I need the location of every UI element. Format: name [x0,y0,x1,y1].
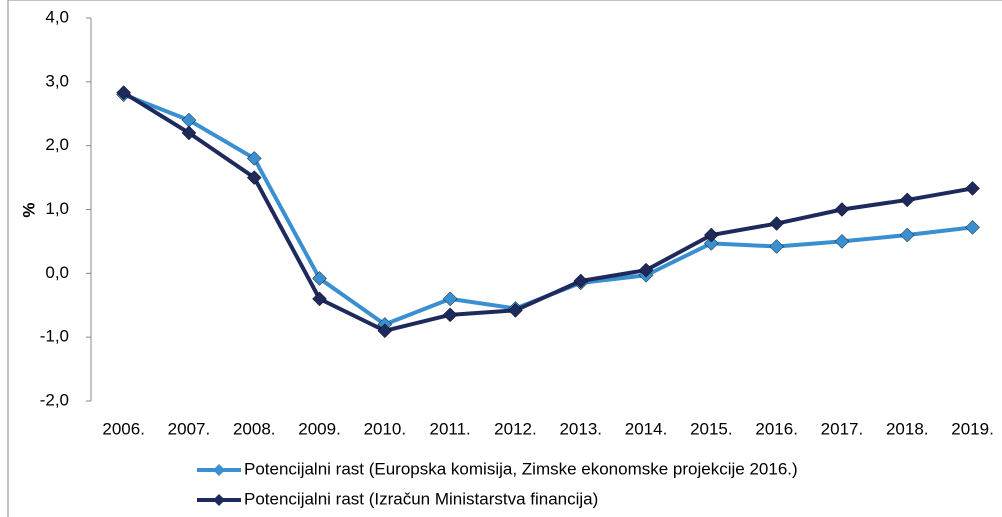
point-marker [181,125,197,141]
x-tick-label: 2006. [102,419,145,438]
point-marker [769,239,785,254]
x-tick-label: 2009. [298,419,341,438]
point-marker [638,262,654,278]
x-tick-label: 2012. [494,419,537,438]
point-marker [769,216,785,231]
point-marker [508,303,523,318]
point-marker [834,202,850,217]
point-marker [899,227,915,243]
y-tick-label: 3,0 [45,71,69,90]
legend-label: Potencijalni rast (Europska komisija, Zi… [244,459,798,478]
point-marker [246,151,262,166]
point-marker [246,170,262,185]
point-marker [703,235,719,251]
point-marker [965,220,980,235]
point-marker [899,192,915,208]
point-marker [834,234,850,249]
point-marker [377,323,393,339]
point-marker [703,227,719,243]
x-tick-label: 2007. [168,419,211,438]
point-marker [312,271,327,286]
x-tick-label: 2013. [559,419,602,438]
y-tick-label: 1,0 [45,199,69,218]
chart-border [7,0,1002,517]
x-tick-label: 2019. [951,419,994,438]
x-tick-label: 2008. [233,419,276,438]
x-tick-label: 2010. [364,419,407,438]
y-tick-label: 4,0 [45,7,69,26]
x-tick-label: 2017. [821,419,864,438]
series-line [122,90,973,333]
y-tick-label: -1,0 [40,327,69,346]
y-axis-label: % [19,202,38,217]
legend-marker [213,494,225,506]
y-tick-label: -2,0 [40,390,69,409]
legend-marker [213,464,225,476]
y-tick-label: 2,0 [45,135,69,154]
point-marker [442,291,458,307]
legend-label: Potencijalni rast (Izračun Ministarstva … [244,489,598,508]
point-marker [312,291,327,307]
x-tick-label: 2016. [755,419,798,438]
point-marker [116,85,132,101]
x-tick-label: 2011. [430,419,471,438]
point-marker [442,307,458,323]
x-tick-label: 2018. [886,419,929,438]
y-tick-label: 0,0 [45,263,69,282]
point-marker [965,181,980,196]
point-marker [573,273,589,289]
x-tick-label: 2014. [625,419,668,438]
x-tick-label: 2015. [690,419,733,438]
